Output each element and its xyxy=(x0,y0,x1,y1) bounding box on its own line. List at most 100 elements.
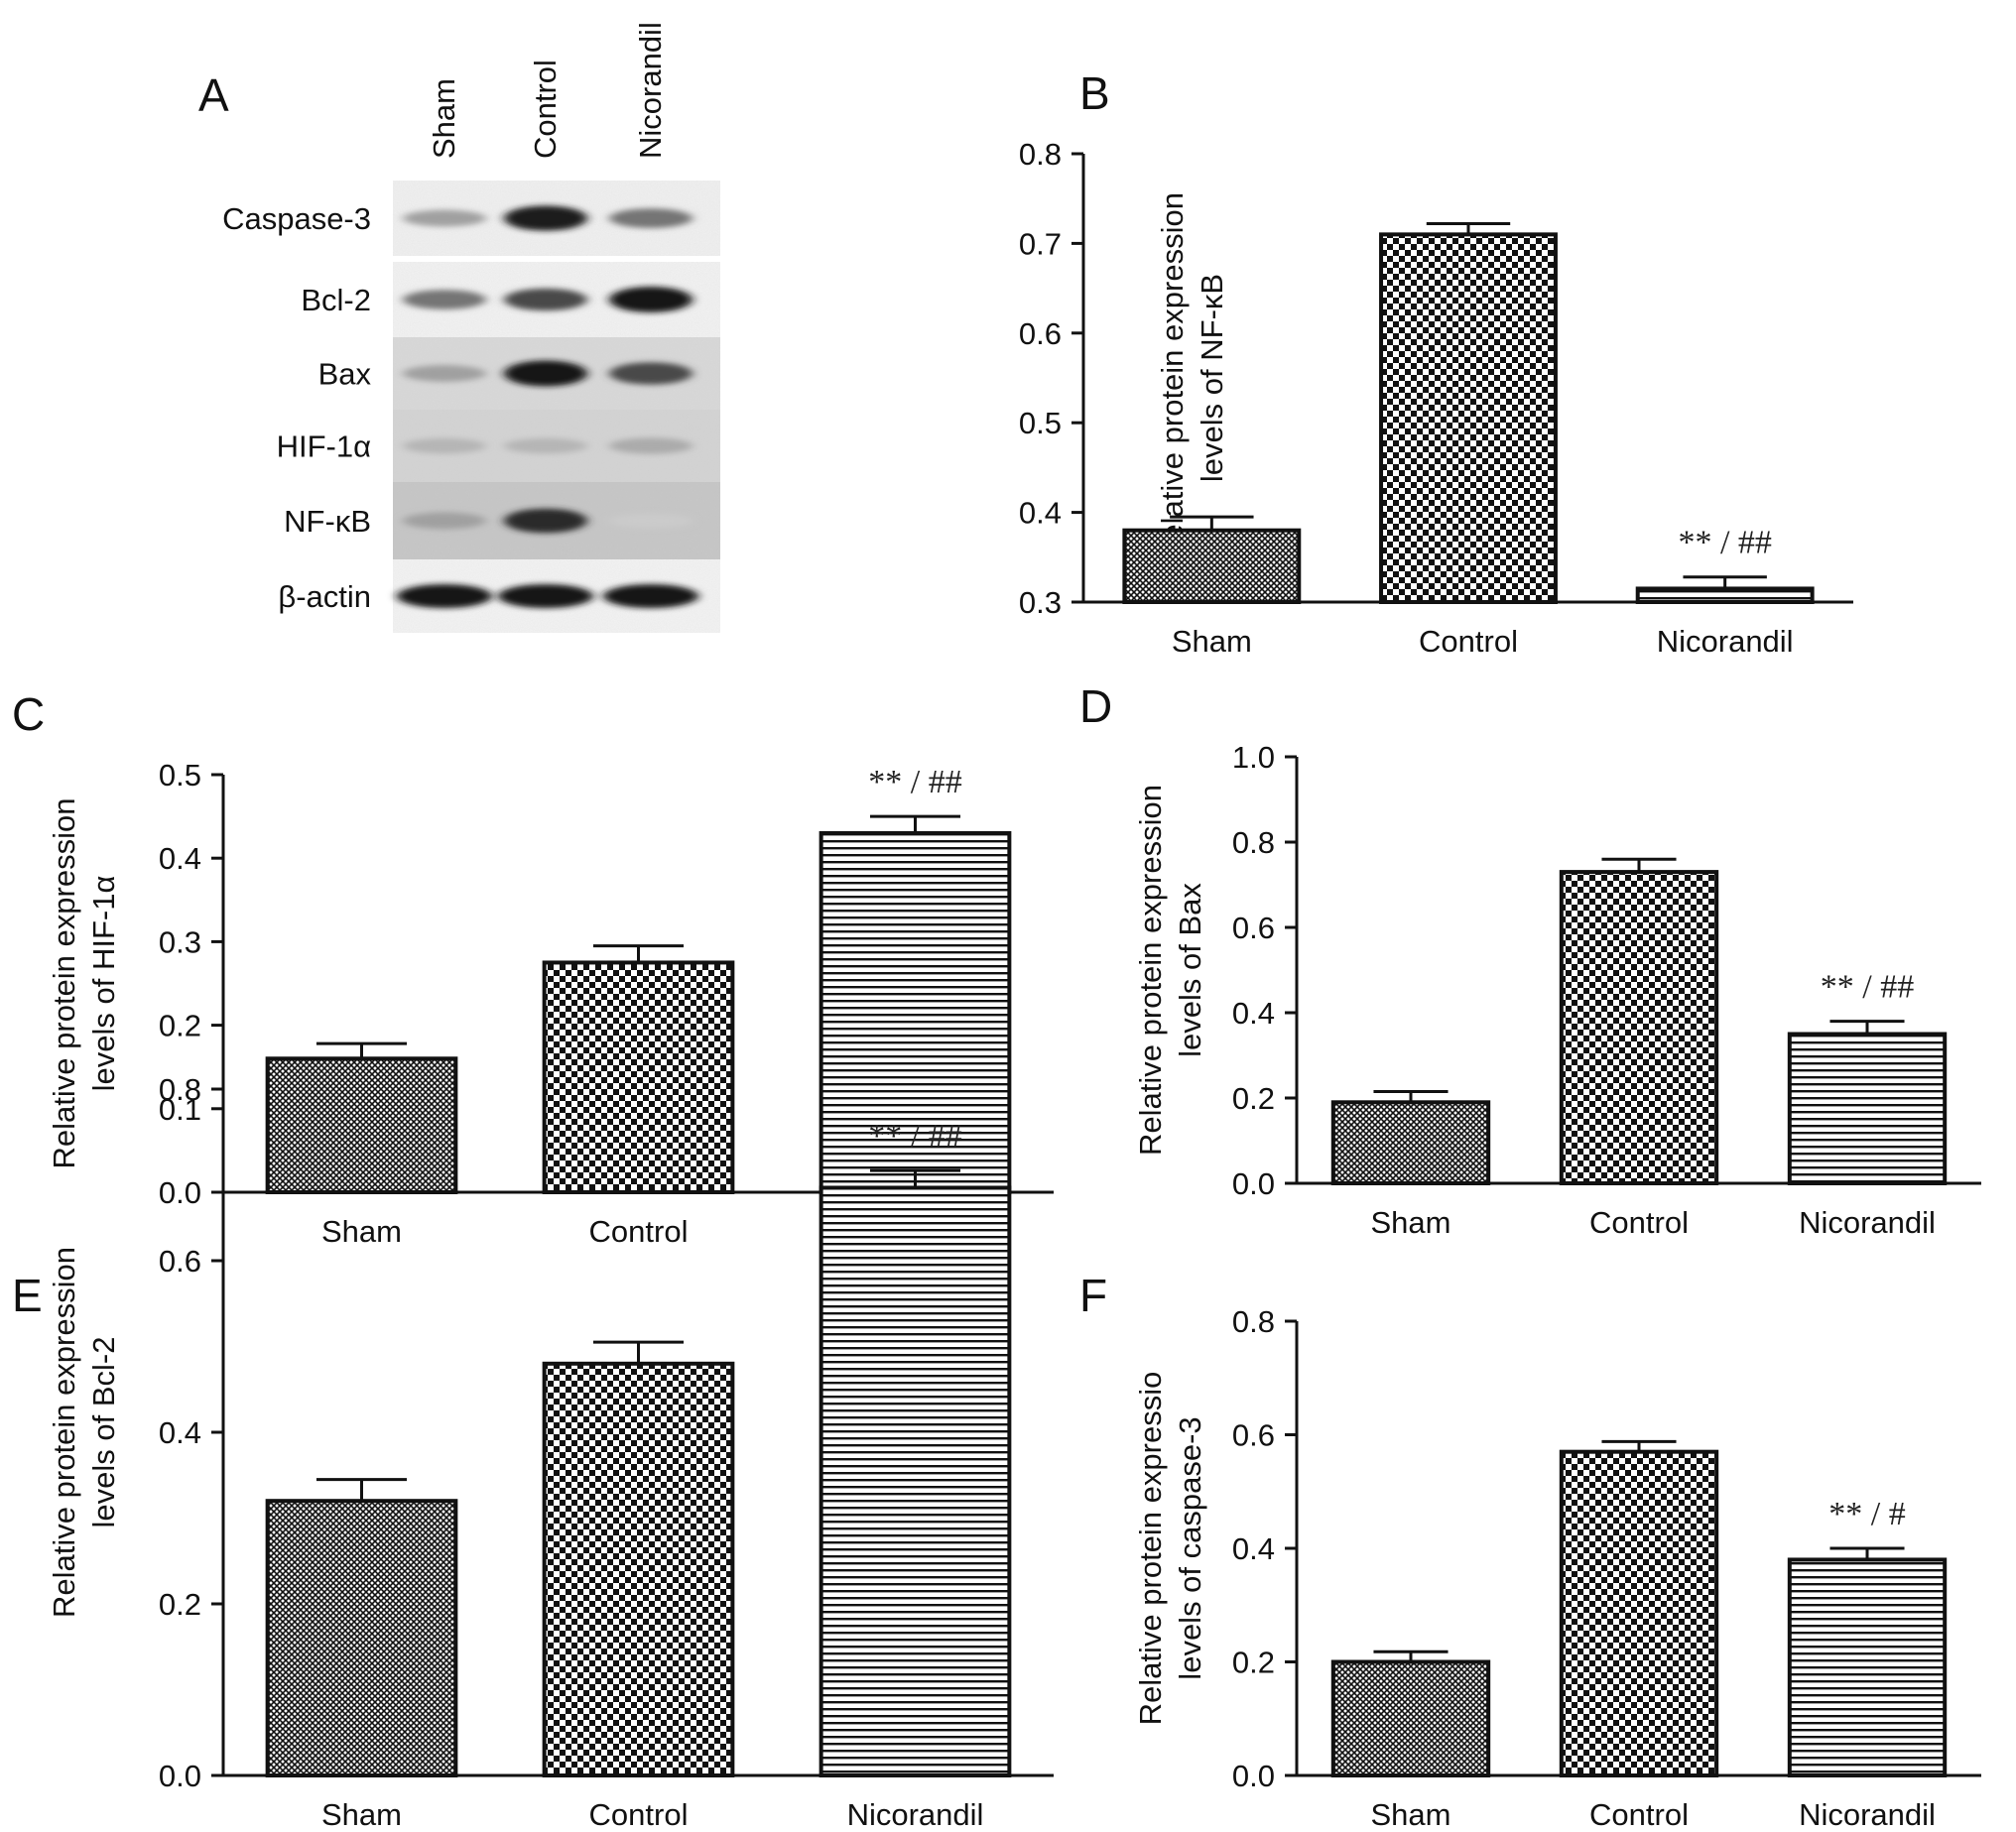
y-tick-label: 0.8 xyxy=(1019,137,1062,172)
panel-letter-b: B xyxy=(1079,67,1110,119)
y-axis-label-line: levels of Bax xyxy=(1173,883,1207,1057)
western-blot-panel: A Sham Control Nicorandil Caspase-3 Bcl-2 Ba… xyxy=(198,22,720,633)
band-actin-nicorandil xyxy=(603,584,698,608)
x-tick-label-sham: Sham xyxy=(321,1214,402,1249)
x-tick-label-nicorandil: Nicorandil xyxy=(1657,624,1794,659)
bar-sham xyxy=(265,1056,458,1195)
y-axis-label: Relative protein expressio levels of casp… xyxy=(1133,1372,1207,1726)
x-tick-label-sham: Sham xyxy=(1371,1797,1451,1832)
band-actin-control xyxy=(498,584,593,608)
protein-label-caspase-3: Caspase-3 xyxy=(222,201,371,236)
chart-c: C 0.0 0.1 0.2 0.3 0.4 0.5 Relative protein expr… xyxy=(12,688,1054,1249)
panel-letter-a: A xyxy=(198,69,229,121)
y-axis-label-line: Relative protein expressio xyxy=(1133,1372,1168,1726)
y-axis-label-line: Relative protein expression xyxy=(1155,192,1190,563)
y-tick-label: 0.8 xyxy=(1232,1304,1275,1339)
band-bcl-2-nicorandil xyxy=(609,287,693,312)
y-tick-label: 0.4 xyxy=(1232,1531,1275,1566)
bar-nicorandil xyxy=(819,830,1012,1194)
band-nf-b-nicorandil xyxy=(609,513,693,529)
protein-label-bcl-2: Bcl-2 xyxy=(301,283,371,317)
y-tick-label: 0.1 xyxy=(159,1092,201,1127)
x-tick-label-sham: Sham xyxy=(321,1797,402,1832)
significance-label-nicorandil: ** / ## xyxy=(1821,969,1914,1006)
y-tick-label: 0.4 xyxy=(159,841,201,876)
x-tick-label-control: Control xyxy=(1589,1205,1689,1240)
bar-sham xyxy=(1330,1659,1491,1777)
y-tick-label: 0.2 xyxy=(1232,1646,1275,1680)
blot-row-bcl-2: Bcl-2 xyxy=(301,262,720,337)
blot-row-actin: β-actin xyxy=(278,559,720,633)
y-tick-label: 0.4 xyxy=(159,1415,201,1450)
bar-sham xyxy=(1330,1100,1491,1186)
y-axis-label-line: levels of NF-κB xyxy=(1195,274,1229,482)
bar-sham xyxy=(265,1499,458,1777)
y-axis-label-line: Relative protein expression xyxy=(47,1247,81,1618)
y-tick-label: 0.7 xyxy=(1019,226,1062,261)
y-axis-label: Relative protein expression levels of NF-… xyxy=(1155,192,1229,563)
blot-row-hif-1: HIF-1α xyxy=(277,410,720,482)
y-tick-label: 0.8 xyxy=(1232,825,1275,860)
y-tick-label: 0.6 xyxy=(159,1244,201,1279)
chart-b: B 0.3 0.4 0.5 0.6 0.7 0.8 Relative protein expr… xyxy=(1019,67,1853,659)
y-tick-label: 0.5 xyxy=(1019,406,1062,440)
protein-label-actin: β-actin xyxy=(278,579,371,614)
bar-nicorandil xyxy=(819,1185,1012,1777)
bar-sham xyxy=(1122,528,1302,604)
y-tick-label: 0.8 xyxy=(159,1072,201,1107)
x-tick-label-control: Control xyxy=(589,1214,689,1249)
y-tick-label: 0.4 xyxy=(1019,496,1062,531)
x-tick-label-control: Control xyxy=(589,1797,689,1832)
y-tick-label: 0.6 xyxy=(1232,911,1275,945)
lane-label-sham: Sham xyxy=(427,78,461,159)
bar-charts: B 0.3 0.4 0.5 0.6 0.7 0.8 Relative protein expr… xyxy=(12,67,1981,1832)
y-axis-label-line: levels of caspase-3 xyxy=(1173,1416,1207,1679)
band-bax-nicorandil xyxy=(609,362,693,385)
band-bcl-2-control xyxy=(504,288,587,311)
lane-label-nicorandil: Nicorandil xyxy=(633,22,668,159)
y-tick-label: 0.6 xyxy=(1019,316,1062,351)
y-tick-label: 0.3 xyxy=(159,924,201,959)
y-tick-label: 0.0 xyxy=(1232,1166,1275,1201)
band-actin-sham xyxy=(397,584,492,608)
y-tick-label: 0.2 xyxy=(159,1587,201,1622)
blot-row-nf-b: NF-κB xyxy=(284,482,720,559)
panel-letter-c: C xyxy=(12,688,45,740)
y-axis-label: Relative protein expression levels of Bcl… xyxy=(47,1247,121,1618)
y-tick-label: 0.3 xyxy=(1019,585,1062,620)
significance-label-nicorandil: ** / ## xyxy=(868,764,961,800)
y-tick-label: 0.5 xyxy=(159,758,201,793)
panel-letter-d: D xyxy=(1079,680,1112,732)
blot-row-bax: Bax xyxy=(318,337,720,410)
y-tick-label: 1.0 xyxy=(1232,740,1275,775)
blot-row-caspase-3: Caspase-3 xyxy=(222,181,720,256)
blot-rows: Caspase-3 Bcl-2 Bax HIF-1α NF-κB β-actin xyxy=(222,181,720,633)
y-axis-label: Relative protein expression levels of Bax xyxy=(1133,785,1207,1156)
chart-f: F 0.0 0.2 0.4 0.6 0.8 Relative protein express… xyxy=(1079,1270,1981,1832)
band-nf-b-control xyxy=(504,508,587,534)
x-tick-label-nicorandil: Nicorandil xyxy=(847,1797,984,1832)
y-tick-label: 0.2 xyxy=(159,1009,201,1043)
y-axis-label: Relative protein expression levels of HIF… xyxy=(47,798,121,1169)
protein-label-nf-b: NF-κB xyxy=(284,504,371,539)
y-tick-label: 0.0 xyxy=(159,1759,201,1793)
x-tick-label-nicorandil: Nicorandil xyxy=(1799,1797,1936,1832)
y-axis-label-line: levels of Bcl-2 xyxy=(86,1337,121,1528)
x-tick-label-sham: Sham xyxy=(1371,1205,1451,1240)
lane-label-control: Control xyxy=(528,60,563,159)
bar-control xyxy=(542,1361,735,1778)
x-tick-label-nicorandil: Nicorandil xyxy=(1799,1205,1936,1240)
x-tick-label-sham: Sham xyxy=(1172,624,1252,659)
y-tick-label: 0.0 xyxy=(159,1175,201,1210)
y-tick-label: 0.6 xyxy=(1232,1418,1275,1453)
bar-control xyxy=(1559,870,1719,1185)
band-hif-1-control xyxy=(504,437,587,454)
y-axis-label-line: Relative protein expression xyxy=(1133,785,1168,1156)
panel-letter-f: F xyxy=(1079,1270,1107,1321)
significance-label-nicorandil: ** / ## xyxy=(1678,525,1771,561)
panel-letter-e: E xyxy=(12,1270,43,1321)
y-tick-label: 0.2 xyxy=(1232,1081,1275,1116)
bar-control xyxy=(1559,1449,1719,1778)
band-hif-1-nicorandil xyxy=(609,437,693,454)
